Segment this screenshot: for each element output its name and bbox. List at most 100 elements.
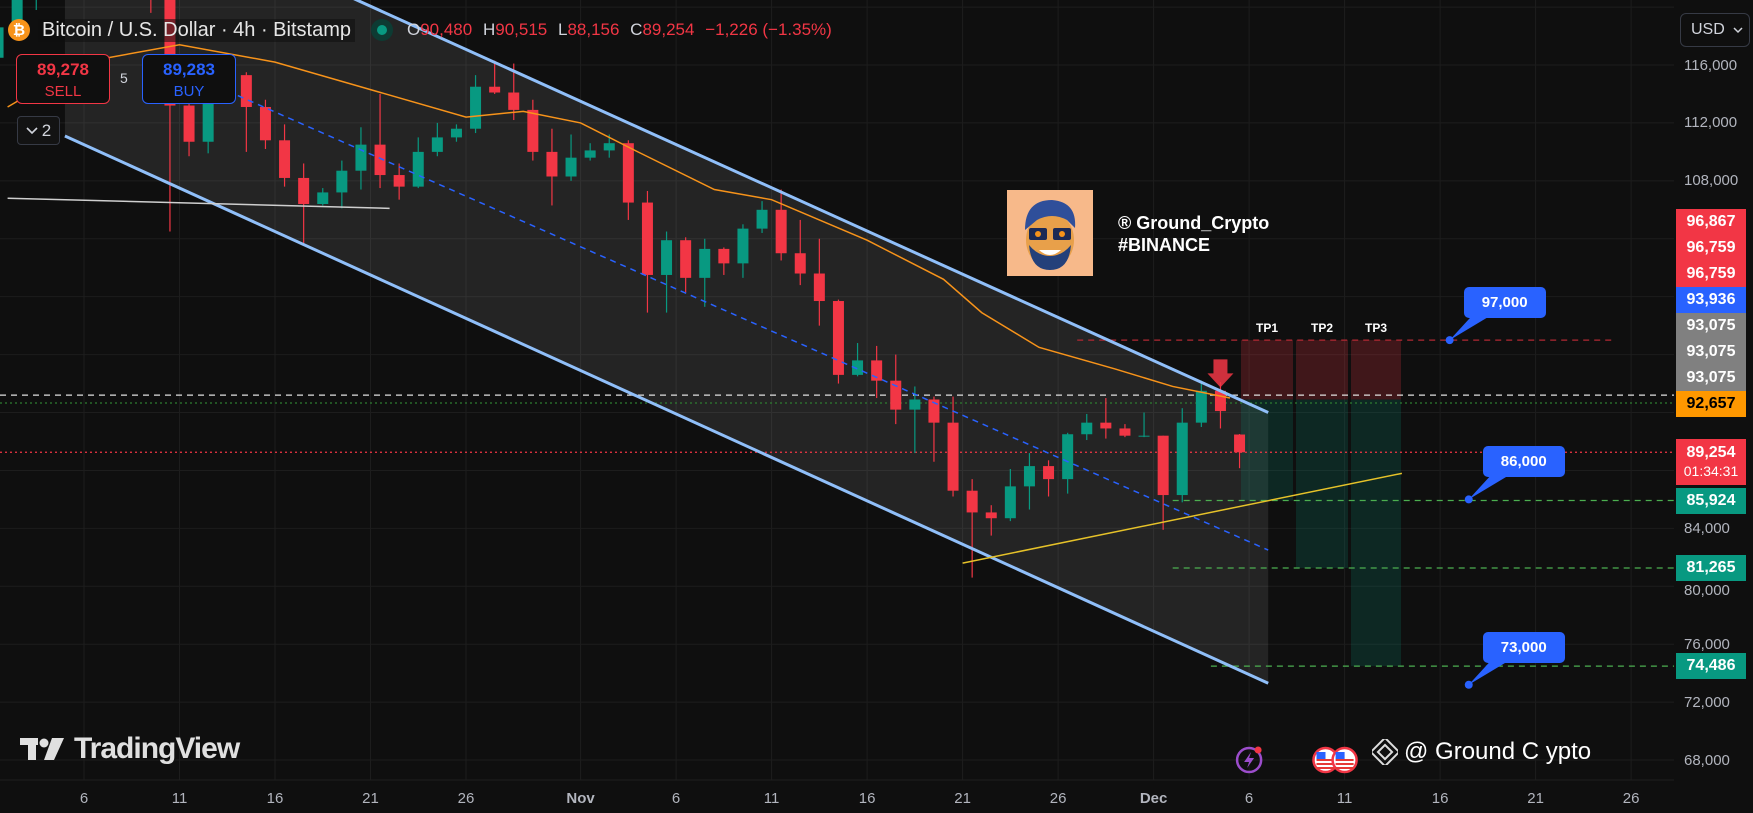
callout-pointer <box>1468 660 1509 685</box>
candle <box>508 63 520 121</box>
candle-body <box>489 86 501 93</box>
sell-button[interactable]: 89,278 SELL <box>16 54 110 104</box>
candle-body <box>871 360 883 381</box>
candle <box>756 201 768 233</box>
candle-body <box>661 240 673 275</box>
price-tag-value: 96,759 <box>1686 265 1736 282</box>
candle <box>813 238 825 326</box>
chevron-down-icon <box>1733 26 1743 33</box>
sell-signal <box>1207 359 1234 388</box>
time-tick-label: 16 <box>1431 790 1449 807</box>
candle <box>412 137 424 189</box>
candle <box>1195 380 1207 427</box>
candle-body <box>508 92 520 110</box>
low-label: L <box>557 20 568 39</box>
candle-body <box>0 27 4 58</box>
callout-anchor-dot <box>1464 495 1473 504</box>
buy-button[interactable]: 89,283 BUY <box>142 54 236 104</box>
tradingview-logo[interactable]: TradingView <box>20 732 240 766</box>
price-tick-label: 68,000 <box>1684 751 1730 769</box>
time-tick-label: 11 <box>171 790 188 807</box>
price-callout[interactable]: 73,000 <box>1482 631 1565 663</box>
candle <box>603 134 615 158</box>
support-trendline-line <box>962 472 1403 564</box>
time-tick-label: Nov <box>566 790 595 807</box>
old-support-line <box>7 197 390 210</box>
grid <box>0 0 1674 780</box>
lightning-icon[interactable] <box>1235 746 1263 774</box>
symbol-title[interactable]: Bitcoin / U.S. Dollar · 4h · Bitstamp <box>38 18 355 42</box>
candle-body <box>813 273 825 302</box>
candle <box>527 99 539 161</box>
candle <box>1176 408 1188 503</box>
candle <box>0 27 4 58</box>
candle <box>622 140 634 220</box>
candle-body <box>756 209 768 229</box>
candle-body <box>393 175 405 187</box>
candle-body <box>355 144 367 171</box>
price-tag-value: 89,254 <box>1686 444 1736 462</box>
flag-canton <box>1335 752 1345 759</box>
target-zone <box>1241 399 1293 501</box>
candle-body <box>928 399 940 423</box>
time-tick-label: 26 <box>1049 790 1067 807</box>
candle <box>775 189 787 261</box>
candle-body <box>680 240 692 278</box>
target-label-tp2: TP2 <box>1310 321 1334 336</box>
flag-canton <box>1316 752 1326 759</box>
price-tag-value: 93,075 <box>1686 343 1736 360</box>
candle-body <box>584 150 596 158</box>
price-callout[interactable]: 97,000 <box>1463 287 1546 319</box>
price-callout[interactable]: 86,000 <box>1482 446 1565 478</box>
candle-body <box>546 151 558 177</box>
tradingview-wordmark: TradingView <box>74 732 240 765</box>
candle <box>35 0 37 10</box>
price-tag: 74,486 <box>1676 653 1746 680</box>
us-flag-icon[interactable] <box>1331 746 1358 774</box>
time-tick-label: 6 <box>79 790 89 807</box>
callout-pointers <box>1445 316 1509 689</box>
candle-body <box>183 105 195 142</box>
price-tag-value: 81,265 <box>1686 558 1736 576</box>
callout-anchor-dot <box>1445 336 1454 345</box>
candle-body <box>450 128 462 138</box>
candle-body <box>622 143 634 203</box>
candle-body <box>1119 428 1131 436</box>
ohlc-readout: O90,480 H90,515 L88,156 C89,254 −1,226 (… <box>407 20 838 40</box>
price-tick-label: 116,000 <box>1684 56 1738 74</box>
candle <box>1138 412 1150 438</box>
indicators-toggle-button[interactable]: 2 <box>17 116 60 145</box>
candle-body <box>1062 434 1074 480</box>
candle <box>1004 468 1016 522</box>
avatar <box>1007 190 1093 276</box>
candle <box>928 396 940 462</box>
price-tick-label: 84,000 <box>1684 519 1730 537</box>
candle <box>355 127 367 190</box>
moving-average-line <box>7 43 1231 399</box>
target-zone <box>1296 399 1348 568</box>
trend-lines[interactable] <box>0 0 1403 685</box>
callout-pointer <box>1449 316 1490 341</box>
arrow-down-icon <box>1207 359 1234 388</box>
author-handle: ® Ground_Crypto <box>1118 213 1270 233</box>
candle <box>1157 435 1169 530</box>
candle-body <box>1023 466 1035 487</box>
candle-body <box>317 192 329 205</box>
candle <box>947 396 959 497</box>
tradingview-logo-icon <box>20 738 64 760</box>
candle-body <box>1234 434 1246 453</box>
candle-body <box>985 512 997 519</box>
currency-selector[interactable]: USD <box>1680 13 1750 47</box>
time-tick-label: 6 <box>1244 790 1254 807</box>
price-tag-value: 96,867 <box>1686 213 1736 230</box>
price-tag: 81,265 <box>1676 554 1746 581</box>
close-value: 89,254 <box>642 20 695 39</box>
indicators-count: 2 <box>41 120 52 140</box>
candle <box>852 343 864 377</box>
price-tag-value: 92,657 <box>1686 395 1736 412</box>
time-tick-label: 11 <box>763 790 780 807</box>
symbol-header: ₿ Bitcoin / U.S. Dollar · 4h · Bitstamp … <box>8 14 838 46</box>
event-markers[interactable] <box>1235 746 1358 774</box>
binance-logo-icon <box>1372 739 1398 765</box>
